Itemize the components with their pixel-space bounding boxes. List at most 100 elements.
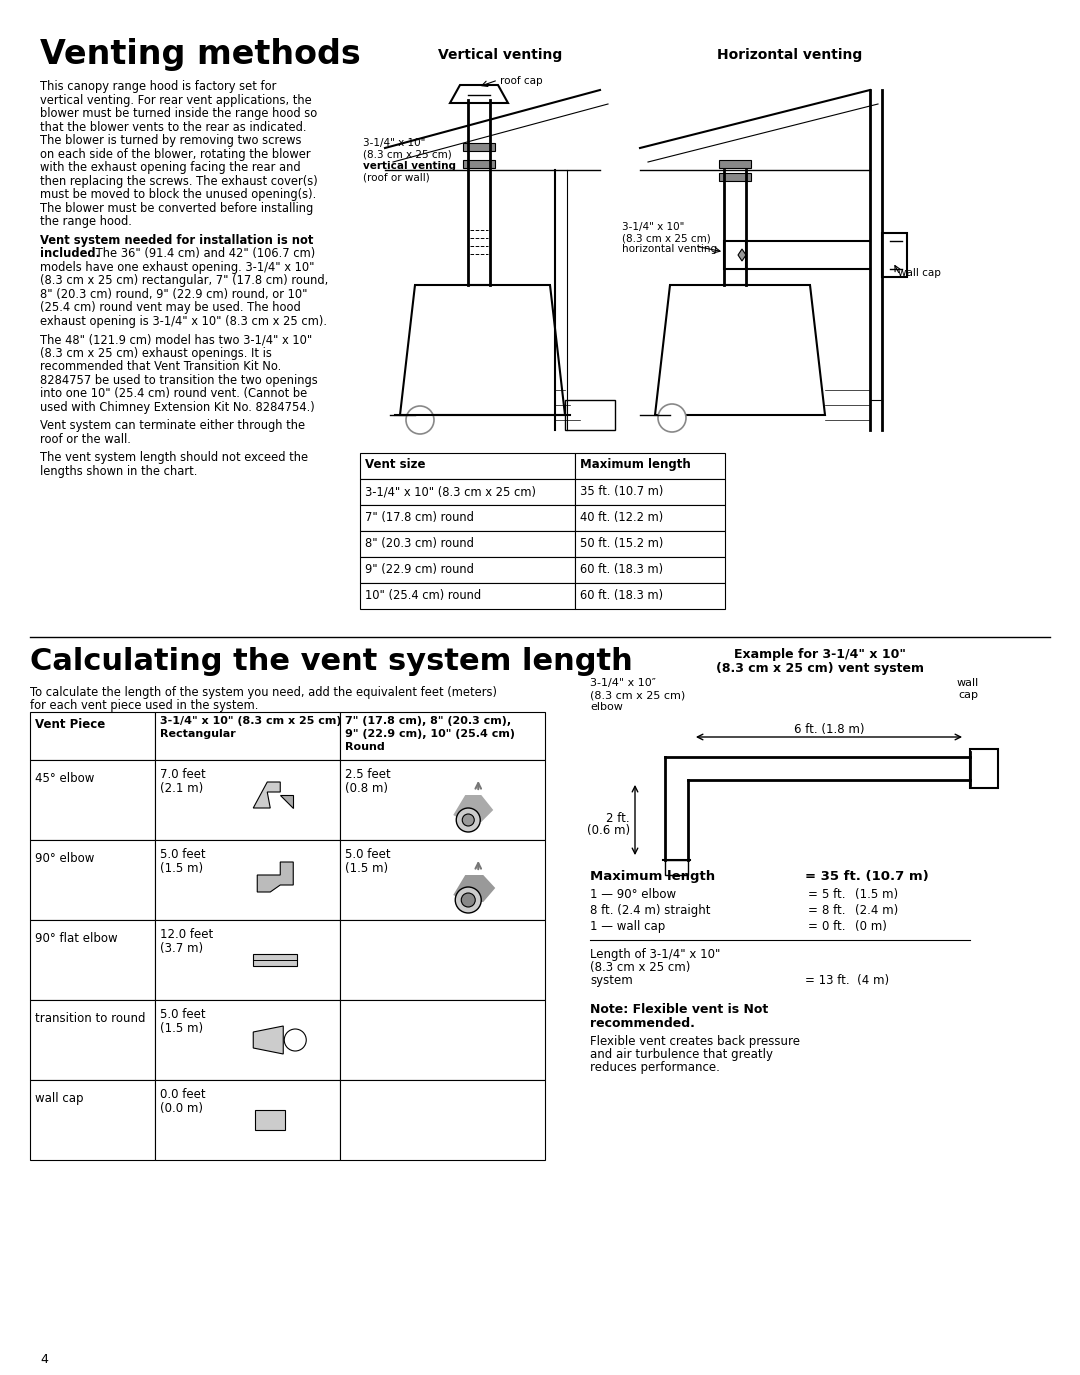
Circle shape: [456, 808, 481, 832]
Text: system: system: [590, 974, 633, 987]
Bar: [156, 712, 340, 760]
Text: (8.3 cm x 25 cm) vent system: (8.3 cm x 25 cm) vent system: [716, 661, 924, 675]
Text: Calculating the vent system length: Calculating the vent system length: [30, 648, 633, 676]
Bar: [30, 840, 156, 920]
Text: 7" (17.8 cm) round: 7" (17.8 cm) round: [365, 512, 474, 524]
Circle shape: [658, 404, 686, 432]
Text: The vent system length should not exceed the: The vent system length should not exceed…: [40, 451, 308, 463]
Text: 5.0 feet: 5.0 feet: [160, 1008, 205, 1022]
Polygon shape: [253, 1026, 283, 1055]
Text: reduces performance.: reduces performance.: [590, 1062, 720, 1074]
Polygon shape: [454, 874, 496, 902]
Text: roof or the wall.: roof or the wall.: [40, 433, 131, 446]
Bar: [360, 505, 575, 531]
Bar: [575, 452, 725, 478]
Text: Horizontal venting: Horizontal venting: [717, 48, 863, 62]
Text: Maximum length: Maximum length: [580, 458, 691, 472]
Polygon shape: [454, 795, 494, 822]
Bar: [575, 531, 725, 557]
Text: that the blower vents to the rear as indicated.: that the blower vents to the rear as ind…: [40, 121, 307, 133]
Text: The blower must be converted before installing: The blower must be converted before inst…: [40, 202, 313, 214]
Text: models have one exhaust opening. 3-1/4" x 10": models have one exhaust opening. 3-1/4" …: [40, 260, 314, 274]
Bar: [360, 531, 575, 557]
Text: transition to round: transition to round: [35, 1012, 146, 1024]
Text: wall cap: wall cap: [35, 1092, 83, 1106]
Bar: [30, 1000, 156, 1079]
Text: (0.6 m): (0.6 m): [586, 824, 630, 837]
Bar: [882, 232, 907, 276]
Polygon shape: [280, 795, 294, 808]
Text: =: =: [808, 920, 818, 934]
Polygon shape: [400, 285, 565, 415]
Text: 60 ft. (18.3 m): 60 ft. (18.3 m): [580, 588, 663, 602]
Bar: [719, 160, 751, 168]
Circle shape: [456, 887, 482, 913]
Bar: [156, 1000, 340, 1079]
Bar: [719, 173, 751, 182]
Text: must be moved to block the unused opening(s).: must be moved to block the unused openin…: [40, 188, 316, 201]
Bar: [665, 859, 688, 874]
Text: 8" (20.3 cm) round, 9" (22.9 cm) round, or 10": 8" (20.3 cm) round, 9" (22.9 cm) round, …: [40, 287, 308, 301]
Text: Vent system can terminate either through the: Vent system can terminate either through…: [40, 419, 306, 432]
Text: (roof or wall): (roof or wall): [363, 172, 430, 183]
Bar: [340, 712, 545, 760]
Text: The blower is turned by removing two screws: The blower is turned by removing two scr…: [40, 133, 301, 147]
Text: 5.0 feet: 5.0 feet: [160, 848, 205, 861]
Text: 3-1/4" x 10": 3-1/4" x 10": [363, 138, 426, 148]
Circle shape: [462, 814, 474, 826]
Text: (0.8 m): (0.8 m): [345, 782, 388, 795]
Text: =: =: [808, 903, 818, 917]
Bar: [575, 505, 725, 531]
Polygon shape: [253, 954, 297, 967]
Text: wall cap: wall cap: [897, 268, 941, 278]
Text: used with Chimney Extension Kit No. 8284754.): used with Chimney Extension Kit No. 8284…: [40, 400, 314, 414]
Bar: [665, 758, 688, 780]
Text: (8.3 cm x 25 cm): (8.3 cm x 25 cm): [590, 961, 690, 973]
Text: 3-1/4" x 10": 3-1/4" x 10": [622, 221, 685, 232]
Polygon shape: [253, 782, 280, 808]
Polygon shape: [654, 285, 825, 415]
Text: Vent size: Vent size: [365, 458, 426, 472]
Bar: [30, 760, 156, 840]
Circle shape: [284, 1028, 307, 1050]
Bar: [340, 1079, 545, 1160]
Text: 6 ft. (1.8 m): 6 ft. (1.8 m): [794, 723, 864, 736]
Text: (3.7 m): (3.7 m): [160, 942, 203, 956]
Bar: [340, 760, 545, 840]
Bar: [360, 478, 575, 505]
Text: = 13 ft.  (4 m): = 13 ft. (4 m): [805, 974, 889, 987]
Text: (8.3 cm x 25 cm): (8.3 cm x 25 cm): [622, 232, 711, 243]
Text: Length of 3-1/4" x 10": Length of 3-1/4" x 10": [590, 947, 720, 961]
Text: (1.5 m): (1.5 m): [345, 862, 388, 874]
Text: recommended.: recommended.: [590, 1018, 694, 1030]
Bar: [463, 160, 495, 168]
Text: 10" (25.4 cm) round: 10" (25.4 cm) round: [365, 588, 481, 602]
Circle shape: [461, 892, 475, 908]
Text: (0 m): (0 m): [855, 920, 887, 934]
Text: 4: 4: [40, 1353, 48, 1365]
Bar: [575, 557, 725, 583]
Text: 2 ft.: 2 ft.: [606, 813, 630, 825]
Text: 40 ft. (12.2 m): 40 ft. (12.2 m): [580, 512, 663, 524]
Bar: [340, 920, 545, 1000]
Text: = 35 ft. (10.7 m): = 35 ft. (10.7 m): [805, 870, 929, 883]
Text: with the exhaust opening facing the rear and: with the exhaust opening facing the rear…: [40, 161, 300, 175]
Bar: [970, 749, 998, 788]
Text: 50 ft. (15.2 m): 50 ft. (15.2 m): [580, 538, 663, 550]
Text: the range hood.: the range hood.: [40, 214, 132, 228]
Bar: [30, 920, 156, 1000]
Bar: [575, 583, 725, 609]
Text: 2.5 feet: 2.5 feet: [345, 769, 391, 781]
Bar: [156, 760, 340, 840]
Text: Flexible vent creates back pressure: Flexible vent creates back pressure: [590, 1035, 800, 1048]
Text: (1.5 m): (1.5 m): [160, 862, 203, 874]
Bar: [575, 478, 725, 505]
Text: then replacing the screws. The exhaust cover(s): then replacing the screws. The exhaust c…: [40, 175, 318, 187]
Text: (1.5 m): (1.5 m): [160, 1022, 203, 1035]
Polygon shape: [257, 862, 294, 892]
Text: 8284757 be used to transition the two openings: 8284757 be used to transition the two op…: [40, 374, 318, 386]
Text: 1 — wall cap: 1 — wall cap: [590, 920, 665, 934]
Bar: [156, 840, 340, 920]
Text: 8 ft. (2.4 m) straight: 8 ft. (2.4 m) straight: [590, 903, 711, 917]
Text: 1 — 90° elbow: 1 — 90° elbow: [590, 888, 676, 901]
